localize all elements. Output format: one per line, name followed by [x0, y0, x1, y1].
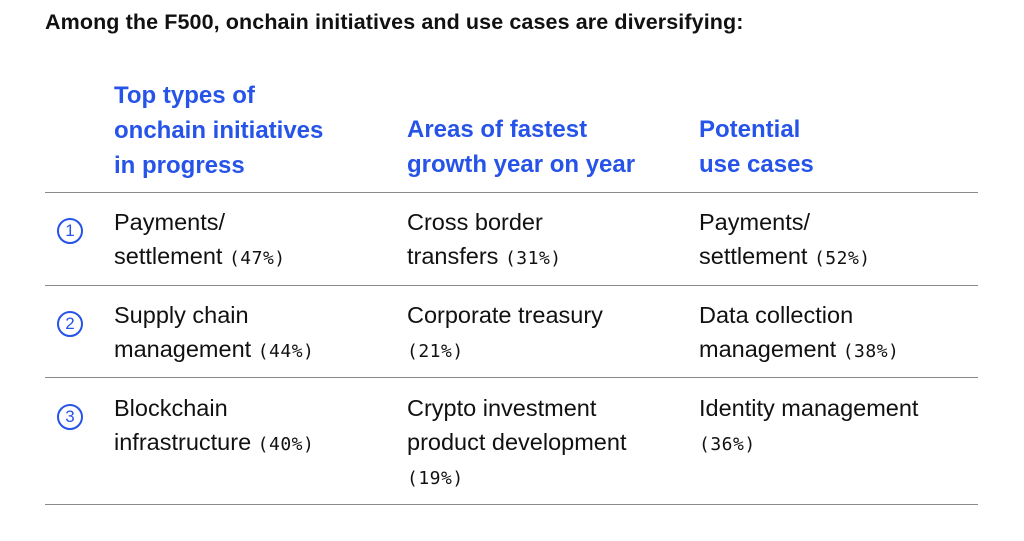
- table-cell: Payments/ settlement (47%): [114, 205, 286, 276]
- cell-text: Identity management: [699, 395, 919, 421]
- percent-value: (47%): [228, 248, 286, 269]
- cell-text: transfers: [407, 243, 499, 269]
- table-cell: Blockchain infrastructure (40%): [114, 391, 314, 462]
- table-divider: [45, 504, 978, 505]
- cell-text: product development: [407, 429, 627, 455]
- table-cell: Payments/ settlement (52%): [699, 205, 871, 276]
- table-cell: Identity management (36%): [699, 391, 918, 462]
- table-cell: Supply chain management (44%): [114, 298, 314, 369]
- column-header-use-cases: Potential use cases: [699, 116, 814, 178]
- rank-badge-2: 2: [57, 311, 83, 337]
- cell-text: Crypto investment: [407, 395, 597, 421]
- percent-value: (40%): [257, 434, 315, 455]
- column-header-fastest-growth: Areas of fastest growth year on year: [407, 116, 636, 178]
- percent-value: (31%): [504, 248, 562, 269]
- cell-text: infrastructure: [114, 429, 252, 455]
- cell-text: management: [699, 336, 837, 362]
- rank-badge-1: 1: [57, 218, 83, 244]
- percent-value: (21%): [407, 341, 464, 362]
- percent-value: (52%): [813, 248, 871, 269]
- cell-text: Corporate treasury: [407, 302, 603, 328]
- cell-text: settlement: [699, 243, 808, 269]
- table-divider: [45, 285, 978, 286]
- cell-text: management: [114, 336, 252, 362]
- percent-value: (36%): [699, 434, 756, 455]
- table-cell: Data collection management (38%): [699, 298, 899, 369]
- cell-text: Payments/: [114, 209, 226, 235]
- rank-badge-3: 3: [57, 404, 83, 430]
- column-header-initiatives: Top types of onchain initiatives in prog…: [114, 82, 324, 179]
- cell-text: Data collection: [699, 302, 854, 328]
- table-cell: Crypto investment product development (1…: [407, 391, 626, 496]
- percent-value: (44%): [257, 341, 315, 362]
- cell-text: Payments/: [699, 209, 811, 235]
- cell-text: Cross border: [407, 209, 543, 235]
- percent-value: (19%): [407, 468, 464, 489]
- table-divider: [45, 377, 978, 378]
- table-cell: Corporate treasury (21%): [407, 298, 603, 369]
- table-cell: Cross border transfers (31%): [407, 205, 562, 276]
- percent-value: (38%): [842, 341, 900, 362]
- cell-text: settlement: [114, 243, 223, 269]
- cell-text: Supply chain: [114, 302, 249, 328]
- cell-text: Blockchain: [114, 395, 228, 421]
- page-title: Among the F500, onchain initiatives and …: [45, 10, 744, 34]
- table-divider: [45, 192, 978, 193]
